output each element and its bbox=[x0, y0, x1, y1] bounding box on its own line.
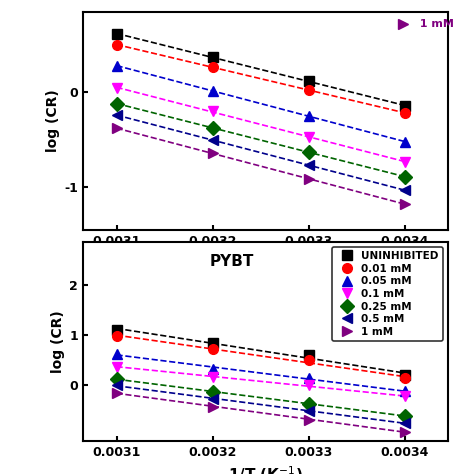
Text: PYBT: PYBT bbox=[210, 255, 254, 269]
Legend: UNINHIBITED, 0.01 mM, 0.05 mM, 0.1 mM, 0.25 mM, 0.5 mM, 1 mM: UNINHIBITED, 0.01 mM, 0.05 mM, 0.1 mM, 0… bbox=[332, 247, 443, 341]
Y-axis label: log (CR): log (CR) bbox=[51, 310, 65, 373]
Text: 1 mM: 1 mM bbox=[412, 19, 454, 29]
X-axis label: 1/T (K$^{-1}$): 1/T (K$^{-1}$) bbox=[228, 464, 303, 474]
Y-axis label: log (CR): log (CR) bbox=[46, 90, 60, 152]
